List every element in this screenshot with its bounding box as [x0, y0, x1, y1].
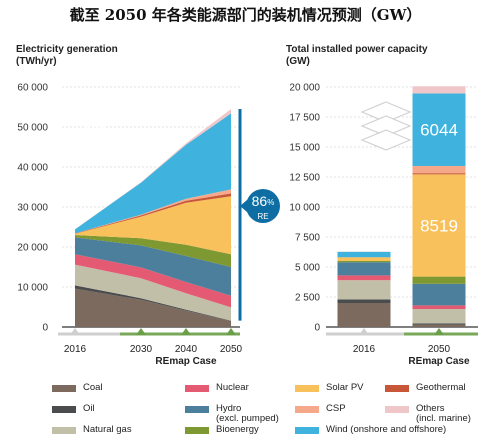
bar-segment-nuclear-2050 — [412, 305, 466, 309]
left-chart-title: Electricity generation — [16, 44, 118, 55]
re-share-badge-pointer — [240, 200, 247, 212]
bar-segment-coal-2016 — [337, 303, 391, 327]
bar-segment-hydro-excl-pumped-2050 — [412, 283, 466, 306]
right-chart-unit: (GW) — [286, 56, 310, 67]
bar-segment-solar-pv-2016 — [337, 257, 391, 261]
left-x-tick-label: 2050 — [220, 344, 243, 355]
re-share-unit: % — [267, 198, 274, 207]
bar-segment-oil-2016 — [337, 299, 391, 303]
area-bioenergy — [75, 235, 231, 267]
area-natural-gas — [75, 264, 231, 321]
right-x-marker — [434, 328, 444, 335]
bar-segment-coal-2050 — [412, 324, 466, 327]
re-share-badge — [246, 189, 280, 223]
page-title: 截至 2050 年各类能源部门的装机情况预测（GW） — [69, 6, 422, 24]
left-x-tick-label: 2030 — [130, 344, 153, 355]
area-hydro-excl-pumped — [75, 237, 231, 296]
left-x-marker — [181, 328, 191, 335]
left-y-tick-label: 30 000 — [17, 203, 48, 214]
re-share-label: RE — [257, 212, 268, 221]
right-y-tick-label: 17 500 — [289, 113, 320, 124]
bar-segment-geothermal-2050 — [412, 173, 466, 175]
area-nuclear — [75, 254, 231, 308]
left-x-marker — [70, 328, 80, 335]
bar-segment-bioenergy-2050 — [412, 276, 466, 284]
left-x-tick-label: 2016 — [64, 344, 87, 355]
bar-segment-hydro-excl-pumped-2016 — [337, 262, 391, 276]
bar-segment-solar-pv-2050 — [412, 174, 466, 277]
left-x-marker — [136, 328, 146, 335]
left-y-tick-label: 40 000 — [17, 163, 48, 174]
bar-segment-natural-gas-2016 — [337, 280, 391, 300]
bar-segment-oil-2050 — [412, 323, 466, 325]
bar-segment-csp-2050 — [412, 165, 466, 174]
area-oil — [75, 285, 231, 321]
right-x-axis-label: REmap Case — [408, 356, 470, 367]
bar-segment-bioenergy-2016 — [337, 261, 391, 263]
area-csp — [75, 189, 231, 234]
right-y-tick-label: 0 — [314, 323, 320, 334]
area-wind-onshore-and-offshore — [75, 113, 231, 234]
data-label-solar-2050: 8519 — [420, 216, 458, 235]
stacked-layers-icon — [360, 129, 412, 151]
right-y-tick-label: 7 500 — [295, 233, 320, 244]
bar-segment-others-incl-marine-2050 — [412, 86, 466, 94]
right-y-tick-label: 20 000 — [289, 83, 320, 94]
bar-segment-nuclear-2016 — [337, 275, 391, 281]
left-y-tick-label: 10 000 — [17, 283, 48, 294]
left-y-tick-label: 0 — [42, 323, 48, 334]
data-label-wind-2050: 6044 — [420, 121, 458, 140]
right-y-tick-label: 10 000 — [289, 203, 320, 214]
area-others-incl-marine — [75, 109, 231, 230]
right-x-tick-label: 2050 — [428, 344, 451, 355]
stacked-layers-icon — [360, 115, 412, 137]
area-geothermal — [75, 193, 231, 234]
area-coal — [75, 288, 231, 327]
bar-segment-natural-gas-2050 — [412, 309, 466, 324]
left-x-tick-label: 2040 — [175, 344, 198, 355]
right-y-tick-label: 2 500 — [295, 293, 320, 304]
lightning-icon — [82, 106, 106, 156]
bar-segment-wind-onshore-and-offshore-2050 — [412, 93, 466, 166]
right-y-tick-label: 15 000 — [289, 143, 320, 154]
right-y-tick-label: 5 000 — [295, 263, 320, 274]
left-x-marker — [226, 328, 236, 335]
stacked-layers-icon — [360, 101, 412, 123]
bar-segment-wind-onshore-and-offshore-2016 — [337, 251, 391, 258]
left-chart-unit: (TWh/yr) — [16, 56, 57, 67]
right-y-tick-label: 12 500 — [289, 173, 320, 184]
area-solar-pv — [75, 196, 231, 255]
left-y-tick-label: 50 000 — [17, 123, 48, 134]
right-x-tick-label: 2016 — [353, 344, 376, 355]
right-x-marker — [359, 328, 369, 335]
right-chart-title: Total installed power capacity — [286, 44, 428, 55]
left-y-tick-label: 20 000 — [17, 243, 48, 254]
left-x-axis-label: REmap Case — [155, 356, 217, 367]
left-y-tick-label: 60 000 — [17, 83, 48, 94]
